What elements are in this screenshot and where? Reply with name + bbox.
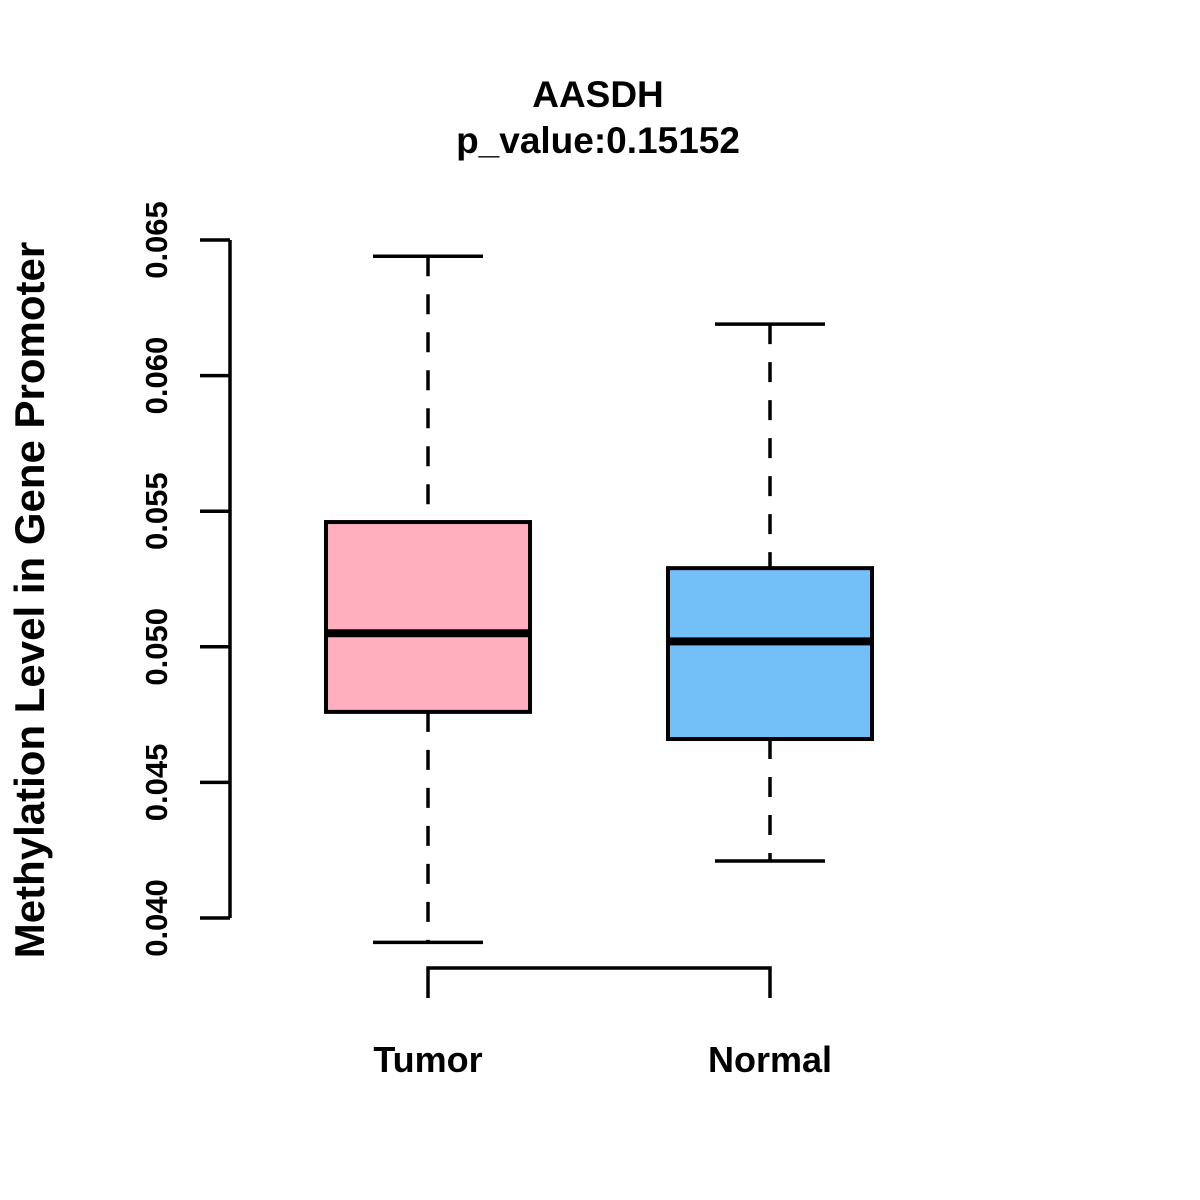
y-tick-label: 0.050 [139, 608, 174, 686]
iqr-box-normal [666, 566, 874, 742]
y-tick-label: 0.055 [139, 472, 174, 550]
x-axis-bracket [426, 966, 772, 998]
y-tick-label: 0.060 [139, 337, 174, 415]
y-tick-label: 0.040 [139, 879, 174, 957]
iqr-box-tumor [324, 520, 532, 714]
x-category-label-normal: Normal [707, 1039, 833, 1080]
y-tick-label: 0.045 [139, 744, 174, 822]
y-tick-label: 0.065 [139, 201, 174, 279]
chart-subtitle-pvalue: p_value:0.15152 [456, 120, 740, 161]
chart-title: AASDH [532, 74, 664, 115]
x-category-label-tumor: Tumor [373, 1039, 483, 1080]
